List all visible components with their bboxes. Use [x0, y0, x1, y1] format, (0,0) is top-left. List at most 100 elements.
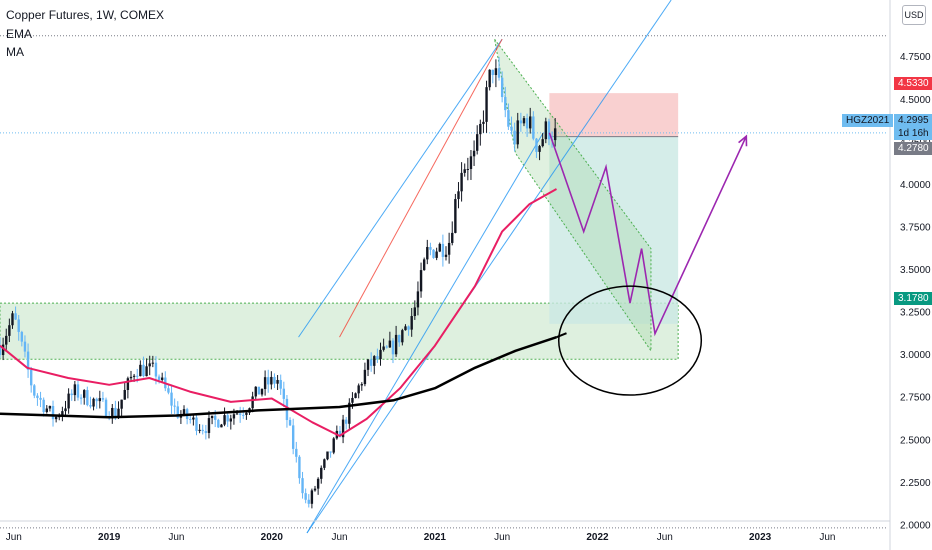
- candle-body: [1, 344, 5, 356]
- candle-body: [454, 199, 457, 233]
- candle-body: [123, 389, 126, 400]
- candle-body: [291, 425, 295, 449]
- candle-body: [76, 384, 80, 398]
- candle-body: [525, 118, 529, 129]
- projection-layer: [548, 132, 748, 396]
- time-tick-label: 2022: [586, 532, 609, 543]
- candle-body: [273, 376, 276, 384]
- candle-body: [341, 419, 345, 438]
- candle-body: [48, 405, 52, 409]
- ma-line[interactable]: [0, 336, 557, 419]
- candle-body: [11, 313, 14, 326]
- candle-body: [67, 393, 70, 409]
- candle-body: [42, 399, 45, 413]
- candle-body: [263, 377, 267, 390]
- ascending-channel-lower-extension[interactable]: [306, 0, 672, 534]
- candle-body: [429, 247, 432, 250]
- stop-level-tag: 4.5330: [894, 77, 932, 90]
- ascending-channel-middle-line[interactable]: [339, 38, 503, 338]
- candle-body: [475, 134, 479, 151]
- short-position-target-zone[interactable]: [549, 136, 679, 324]
- candle-body: [401, 330, 404, 343]
- price-tick-label: 3.0000: [900, 350, 931, 361]
- candle-body: [410, 316, 413, 330]
- candle-body: [369, 359, 373, 366]
- candle-body: [472, 150, 476, 157]
- candle-body: [348, 402, 351, 424]
- target-ellipse[interactable]: [557, 285, 703, 396]
- candle-body: [529, 116, 532, 129]
- chart-title: Copper Futures, 1W, COMEX: [6, 8, 165, 22]
- candle-body: [36, 395, 39, 398]
- time-tick-label: Jun: [819, 532, 835, 543]
- time-axis[interactable]: Jun 2019 Jun 2020 Jun 2021 Jun 2022 Jun 2023 Jun: [6, 532, 836, 543]
- candle-body: [160, 377, 164, 380]
- candle-body: [167, 388, 170, 393]
- candle-body: [323, 459, 326, 468]
- time-tick-label: 2023: [749, 532, 772, 543]
- candle-body: [354, 393, 357, 398]
- candle-body: [419, 270, 423, 292]
- candle-body: [332, 438, 335, 453]
- candle-body: [8, 325, 11, 336]
- candle-body: [5, 335, 8, 345]
- candle-body: [23, 341, 27, 352]
- candle-body: [201, 429, 204, 432]
- candle-body: [479, 123, 482, 135]
- candle-body: [26, 351, 30, 370]
- candle-body: [98, 398, 102, 402]
- last-price-tag: 4.2995: [894, 114, 932, 127]
- candle-body: [245, 412, 248, 415]
- price-tick-label: 4.7500: [900, 52, 931, 63]
- candle-body: [457, 191, 460, 200]
- candle-body: [276, 379, 279, 384]
- candle-body: [83, 390, 86, 398]
- short-position-stop-zone[interactable]: [549, 93, 679, 137]
- target-level-tag: 3.1780: [894, 292, 932, 305]
- candle-body: [494, 68, 498, 76]
- candle-body: [139, 364, 142, 377]
- candle-body: [451, 232, 454, 243]
- candle-body: [64, 408, 67, 412]
- candle-body: [73, 384, 77, 396]
- candle-body: [242, 414, 245, 416]
- candle-body: [507, 110, 510, 127]
- candle-body: [441, 243, 445, 257]
- candle-body: [413, 307, 417, 317]
- candle-body: [460, 172, 463, 192]
- candle-body: [313, 488, 317, 491]
- price-tick-label: 2.5000: [900, 435, 931, 446]
- candle-body: [344, 419, 348, 424]
- currency-button[interactable]: USD: [902, 5, 926, 25]
- candle-body: [301, 478, 304, 494]
- candle-body: [204, 431, 208, 433]
- candle-body: [176, 406, 179, 418]
- candle-body: [553, 128, 557, 141]
- candle-body: [33, 385, 36, 396]
- ascending-channel-upper-line[interactable]: [298, 38, 503, 338]
- candle-body: [257, 386, 261, 395]
- candle-body: [295, 448, 298, 457]
- candle-body: [111, 407, 114, 419]
- ma-indicator-label[interactable]: MA: [6, 45, 24, 59]
- time-tick-label: Jun: [331, 532, 347, 543]
- candle-body: [192, 417, 195, 420]
- candle-body: [235, 413, 239, 415]
- candle-body: [532, 116, 535, 139]
- candle-body: [388, 340, 392, 348]
- time-tick-label: 2020: [261, 532, 284, 543]
- candle-body: [182, 409, 186, 415]
- candle-body: [547, 121, 551, 140]
- candle-body: [89, 405, 92, 407]
- ema-indicator-label[interactable]: EMA: [6, 27, 33, 41]
- candle-body: [39, 397, 42, 400]
- candle-body: [129, 376, 133, 379]
- candle-body: [288, 420, 292, 426]
- ascending-channel-lower-line[interactable]: [306, 132, 544, 534]
- ema-line[interactable]: [0, 188, 557, 437]
- drawing-lines-layer: [0, 0, 888, 534]
- candle-body: [360, 384, 363, 386]
- projected-path[interactable]: [548, 132, 748, 337]
- candle-body: [482, 121, 485, 124]
